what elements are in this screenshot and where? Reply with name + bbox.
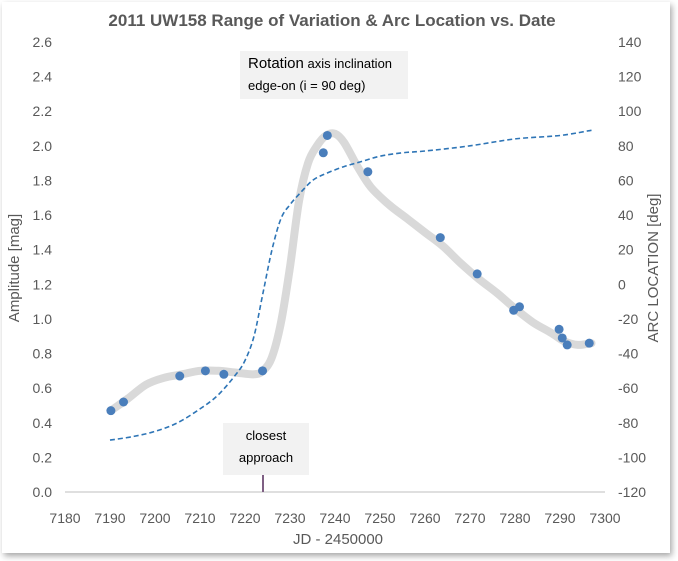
x-axis-title: JD - 2450000 [293, 531, 383, 548]
amplitude-point [175, 371, 185, 381]
y-tick-label: 1.0 [33, 311, 53, 327]
closest-approach-annotation: closest approach [223, 423, 309, 475]
amplitude-point [435, 233, 445, 243]
amplitude-point [318, 148, 328, 158]
y-tick-label: 1.4 [33, 242, 53, 258]
x-tick-label: 7270 [454, 510, 485, 526]
x-tick-label: 7210 [184, 510, 215, 526]
amplitude-point [119, 397, 128, 407]
amplitude-point [472, 269, 482, 279]
rotation-rest: axis inclination [304, 56, 392, 71]
x-tick-label: 7260 [409, 510, 440, 526]
amplitude-point [584, 338, 594, 348]
rotation-annotation-line2: edge-on (i = 90 deg) [248, 78, 365, 93]
y-tick-label: 1.2 [33, 276, 53, 292]
chart-frame: 2011 UW158 Range of Variation & Arc Loca… [2, 2, 670, 553]
chart-svg: 2011 UW158 Range of Variation & Arc Loca… [6, 11, 662, 548]
y-tick-label: 0.0 [33, 484, 53, 500]
y-tick-label: 0.6 [33, 380, 53, 396]
y2-tick-label: 100 [618, 103, 642, 119]
x-tick-label: 7220 [229, 510, 260, 526]
y-tick-label: 1.6 [33, 207, 53, 223]
y-tick-label: 1.8 [33, 172, 53, 188]
amplitude-point [106, 406, 116, 416]
rotation-annotation-box [240, 51, 408, 99]
x-tick-label: 7190 [94, 510, 125, 526]
rotation-word: Rotation [248, 55, 304, 72]
y2-tick-label: -80 [618, 415, 638, 431]
x-tick-label: 7280 [499, 510, 530, 526]
y2-tick-label: 20 [618, 242, 634, 258]
y2-tick-label: 0 [618, 276, 626, 292]
y-tick-label: 0.2 [33, 449, 53, 465]
x-tick-label: 7230 [274, 510, 305, 526]
amplitude-trend-line [106, 129, 596, 415]
y2-tick-label: -40 [618, 346, 638, 362]
chart-title: 2011 UW158 Range of Variation & Arc Loca… [108, 11, 555, 30]
y2-tick-label: 40 [618, 207, 634, 223]
amplitude-point [219, 369, 229, 379]
x-tick-label: 7180 [49, 510, 80, 526]
arc-location-line [109, 129, 592, 441]
amplitude-point [258, 366, 268, 376]
y-tick-label: 2.2 [33, 103, 53, 119]
closest-approach-box [223, 423, 309, 475]
amplitude-point [322, 130, 332, 140]
y2-axis-title: ARC LOCATION [deg] [645, 194, 662, 343]
y2-tick-label: -100 [618, 449, 646, 465]
amplitude-point [200, 366, 210, 376]
y2-tick-label: 140 [618, 34, 642, 50]
y-tick-label: 0.4 [33, 415, 53, 431]
closest-approach-line2: approach [239, 450, 293, 465]
x-tick-label: 7290 [544, 510, 575, 526]
x-tick-label: 7300 [589, 510, 620, 526]
y-tick-label: 0.8 [33, 346, 53, 362]
y2-tick-label: -60 [618, 380, 638, 396]
amplitude-point [557, 333, 567, 343]
amplitude-point [562, 340, 572, 350]
y2-tick-label: -20 [618, 311, 638, 327]
y2-tick-label: 120 [618, 69, 642, 85]
y-tick-label: 2.4 [33, 69, 53, 85]
rotation-annotation: Rotation axis inclination edge-on (i = 9… [240, 51, 408, 99]
y-axis-title: Amplitude [mag] [6, 214, 23, 322]
y2-tick-label: 60 [618, 172, 634, 188]
y-tick-label: 2.0 [33, 138, 53, 154]
amplitude-point [554, 324, 564, 334]
rotation-annotation-line1: Rotation axis inclination [248, 55, 392, 72]
closest-approach-line1: closest [246, 428, 287, 443]
x-tick-label: 7240 [319, 510, 350, 526]
x-tick-label: 7250 [364, 510, 395, 526]
amplitude-point [515, 302, 524, 312]
y2-tick-label: 80 [618, 138, 634, 154]
y-tick-label: 2.6 [33, 34, 53, 50]
amplitude-point [363, 167, 373, 177]
x-tick-label: 7200 [139, 510, 170, 526]
y2-tick-label: -120 [618, 484, 646, 500]
